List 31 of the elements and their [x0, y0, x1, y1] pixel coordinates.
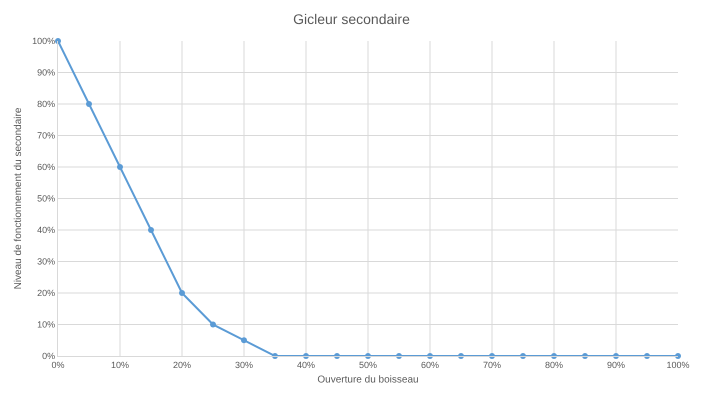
chart-title: Gicleur secondaire — [293, 10, 410, 27]
y-tick-label: 100% — [32, 36, 56, 46]
y-tick-label: 80% — [37, 99, 56, 110]
point — [210, 322, 216, 328]
x-tick-label: 20% — [172, 360, 192, 370]
x-tick-label: 0% — [51, 360, 65, 370]
y-tick-label: 20% — [37, 288, 56, 298]
x-tick-label: 70% — [482, 360, 502, 370]
y-tick-label: 30% — [37, 256, 56, 267]
x-tick-label: 100% — [666, 360, 690, 370]
x-tick-label: 60% — [420, 360, 440, 370]
x-tick-label: 10% — [110, 360, 130, 370]
x-axis-title: Ouverture du boisseau — [317, 374, 419, 386]
x-tick-label: 40% — [296, 360, 316, 370]
y-tick-label: 10% — [37, 320, 56, 330]
y-tick-label: 70% — [37, 130, 56, 141]
point — [117, 164, 123, 170]
y-tick-label: 90% — [37, 68, 56, 78]
y-tick-label: 50% — [37, 194, 56, 204]
point — [148, 227, 154, 233]
point — [241, 337, 247, 344]
y-axis-title: Niveau de fonctionnement du secondaire — [13, 107, 24, 290]
point — [179, 290, 185, 296]
x-tick-label: 80% — [544, 360, 564, 370]
y-tick-label: 40% — [37, 225, 56, 236]
point — [86, 101, 92, 107]
x-tick-label: 50% — [358, 360, 378, 370]
x-tick-label: 90% — [606, 360, 626, 370]
y-tick-label: 0% — [42, 351, 56, 362]
y-tick-label: 60% — [37, 162, 56, 172]
x-tick-label: 30% — [234, 360, 254, 370]
